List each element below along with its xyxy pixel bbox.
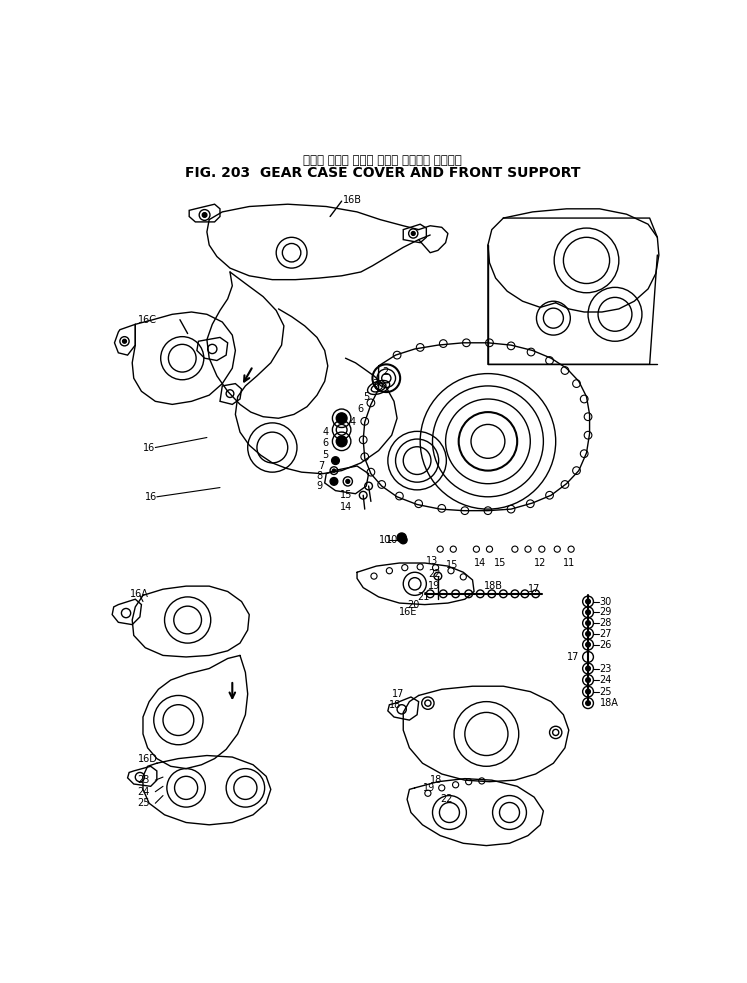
- Text: 22: 22: [440, 794, 453, 804]
- Text: 29: 29: [600, 607, 612, 617]
- Text: 5: 5: [323, 450, 329, 460]
- Text: 16A: 16A: [130, 589, 149, 599]
- Text: 18: 18: [389, 700, 402, 710]
- Text: 16: 16: [143, 442, 155, 452]
- Text: 6: 6: [323, 437, 329, 448]
- Circle shape: [586, 701, 590, 706]
- Circle shape: [123, 339, 126, 343]
- Circle shape: [202, 212, 207, 217]
- Circle shape: [586, 642, 590, 647]
- Text: 14: 14: [340, 501, 353, 512]
- Text: 15: 15: [340, 491, 353, 500]
- Circle shape: [332, 457, 339, 464]
- Circle shape: [586, 689, 590, 694]
- Text: 11: 11: [563, 558, 576, 568]
- Circle shape: [586, 631, 590, 636]
- Text: 25: 25: [600, 686, 612, 697]
- Text: 16B: 16B: [343, 195, 362, 204]
- Text: 16D: 16D: [137, 754, 158, 764]
- Text: 2: 2: [382, 367, 388, 377]
- Text: 23: 23: [137, 776, 150, 785]
- Text: 20: 20: [407, 600, 420, 609]
- Text: 13: 13: [427, 555, 438, 565]
- Text: 15: 15: [446, 559, 458, 569]
- Text: 23: 23: [600, 664, 612, 673]
- Text: 16E: 16E: [400, 607, 418, 617]
- Text: 17: 17: [566, 652, 579, 662]
- Text: 9: 9: [316, 481, 323, 492]
- Text: 18B: 18B: [484, 581, 503, 591]
- Text: FIG. 203  GEAR CASE COVER AND FRONT SUPPORT: FIG. 203 GEAR CASE COVER AND FRONT SUPPO…: [185, 166, 580, 181]
- Text: 21: 21: [417, 592, 430, 602]
- Text: 7: 7: [318, 461, 325, 471]
- Text: 12: 12: [534, 558, 547, 568]
- Text: 26: 26: [600, 640, 612, 650]
- Circle shape: [586, 677, 590, 682]
- Circle shape: [412, 232, 415, 235]
- Text: 17: 17: [391, 689, 404, 699]
- Circle shape: [586, 666, 590, 670]
- Text: 10: 10: [379, 535, 391, 545]
- Circle shape: [346, 480, 350, 484]
- Text: 6: 6: [357, 404, 363, 414]
- Text: 3: 3: [373, 378, 379, 388]
- Text: 24: 24: [600, 675, 612, 685]
- Circle shape: [586, 621, 590, 625]
- Text: ギヤー ケース カバー および フロント サポート: ギヤー ケース カバー および フロント サポート: [303, 153, 462, 167]
- Text: 28: 28: [600, 618, 612, 628]
- Text: 30: 30: [600, 597, 612, 607]
- Circle shape: [586, 600, 590, 604]
- Text: 16: 16: [146, 492, 158, 501]
- Text: 4: 4: [350, 417, 356, 427]
- Circle shape: [332, 469, 335, 472]
- Text: 27: 27: [600, 629, 612, 639]
- Text: 19: 19: [428, 581, 440, 591]
- Text: 4: 4: [323, 428, 329, 437]
- Circle shape: [336, 413, 347, 424]
- Text: 15: 15: [494, 558, 506, 568]
- Text: 10: 10: [386, 535, 399, 545]
- Circle shape: [400, 536, 407, 544]
- Circle shape: [586, 610, 590, 614]
- Text: 19: 19: [423, 782, 435, 793]
- Circle shape: [336, 436, 347, 446]
- Text: 17: 17: [528, 584, 540, 594]
- Circle shape: [397, 533, 406, 543]
- Text: 24: 24: [137, 786, 150, 796]
- Text: 25: 25: [137, 798, 150, 808]
- Text: 22: 22: [428, 569, 440, 579]
- Text: 16C: 16C: [137, 315, 157, 324]
- Text: 14: 14: [474, 558, 486, 568]
- Circle shape: [330, 478, 338, 486]
- Text: 5: 5: [363, 391, 370, 402]
- Text: 8: 8: [316, 471, 323, 481]
- Text: 18: 18: [430, 776, 442, 785]
- Text: 18A: 18A: [600, 698, 619, 708]
